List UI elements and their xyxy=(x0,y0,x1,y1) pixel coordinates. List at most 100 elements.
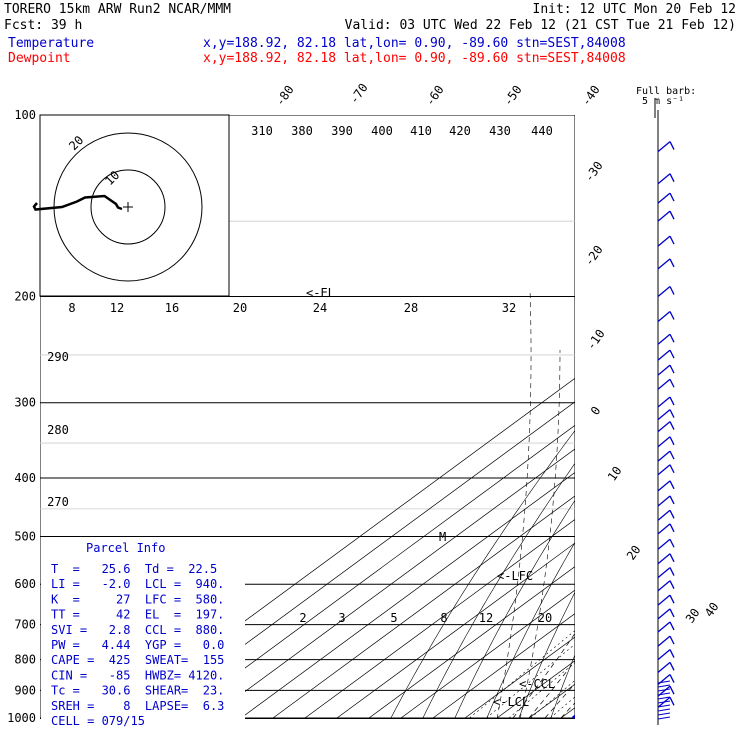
parcel-title: Parcel Info xyxy=(86,541,165,555)
pressure-tick-label: 500 xyxy=(14,529,36,543)
wind-barb-flag xyxy=(669,685,675,695)
wind-barb-flag xyxy=(669,409,675,418)
header-valid-time: Valid: 03 UTC Wed 22 Feb 12 (21 CST Tue … xyxy=(345,18,736,33)
dry-adiabat-line xyxy=(422,462,575,719)
wind-barb-staff xyxy=(657,621,671,633)
mixing-ratio-line xyxy=(508,662,575,719)
wind-barb-staff xyxy=(657,594,671,606)
wind-barb-staff xyxy=(657,173,671,185)
isotherm-line xyxy=(368,566,575,719)
isotherm-label: 10 xyxy=(605,464,625,484)
wind-barb xyxy=(657,580,675,592)
wind-barb xyxy=(657,235,675,247)
wind-barb-flag xyxy=(669,621,675,631)
wind-barb xyxy=(657,495,675,507)
wind-barb xyxy=(657,464,675,476)
upper-axis-label: 16 xyxy=(165,301,179,315)
isotherm-label: 40 xyxy=(702,600,722,620)
wind-barb xyxy=(657,649,675,661)
ccl-marker-label: <-CCL xyxy=(519,677,555,691)
parcel-info-line: CIN = -85 HWBZ= 4120. xyxy=(51,668,224,682)
wind-barb-staff xyxy=(657,286,671,298)
wind-barb xyxy=(657,480,675,492)
moist-adiabat-line xyxy=(544,682,575,719)
parcel-info-line: CELL = 079/15 xyxy=(51,714,145,728)
parcel-info-line: PW = 4.44 YGP = 0.0 xyxy=(51,638,224,652)
isotherm-label: -10 xyxy=(584,327,608,353)
wind-barb-surface xyxy=(657,688,671,692)
isotherm-line xyxy=(560,707,575,719)
isotherm-label: 0 xyxy=(588,404,604,418)
wind-barb xyxy=(657,635,675,647)
wind-barb-flag xyxy=(669,580,675,589)
wind-barb xyxy=(657,349,675,361)
isotherm-line xyxy=(464,636,575,719)
wind-barb xyxy=(657,661,675,673)
wind-barb-staff xyxy=(657,635,671,647)
wind-barb xyxy=(657,509,675,521)
wind-barb-flag xyxy=(669,436,675,446)
upper-axis-label: 24 xyxy=(313,301,327,315)
wind-barb xyxy=(657,173,675,185)
mixing-ratio-label: 5 xyxy=(390,611,397,625)
reference-curve xyxy=(496,289,532,719)
isotherm-line xyxy=(304,519,575,719)
moist-adiabat-line xyxy=(512,632,575,719)
isotherm-line xyxy=(208,448,575,719)
m-marker-label: M xyxy=(439,530,446,544)
isotherm-line xyxy=(112,377,575,719)
wind-barb xyxy=(657,523,675,535)
wind-barb xyxy=(657,192,675,204)
wind-barb-flag xyxy=(669,421,675,430)
theta-label: 410 xyxy=(410,124,432,138)
wind-barb-staff xyxy=(657,141,671,153)
isotherm-label: 20 xyxy=(624,543,644,563)
moist-adiabat-line xyxy=(560,702,575,719)
wind-barb-surface xyxy=(657,704,671,708)
wind-barb xyxy=(657,608,675,620)
wind-barb-surface xyxy=(657,712,671,716)
wind-barb-staff xyxy=(657,553,671,565)
wind-barb-flag xyxy=(669,333,675,343)
wind-barb-surface xyxy=(657,696,671,700)
wind-barb-staff xyxy=(657,310,671,322)
dry-adiabat-line xyxy=(486,541,575,719)
wind-barb xyxy=(657,396,675,408)
parcel-info-line: SVI = 2.8 CCL = 880. xyxy=(51,623,224,637)
wind-barb-flag xyxy=(669,697,675,706)
theta-label: 420 xyxy=(449,124,471,138)
upper-axis-label: 20 xyxy=(233,301,247,315)
wind-barb-flag xyxy=(669,608,675,618)
legend-temperature-label: Temperature xyxy=(8,36,94,51)
theta-label: 440 xyxy=(531,124,553,138)
wind-barb-surface xyxy=(657,716,671,720)
wind-barb-flag xyxy=(669,173,675,182)
parcel-info-line: LI = -2.0 LCL = 940. xyxy=(51,577,224,591)
upper-axis-label: 28 xyxy=(404,301,418,315)
mixing-ratio-line xyxy=(486,643,575,719)
wind-barb-staff xyxy=(657,378,671,390)
pressure-tick-label: 300 xyxy=(14,396,36,410)
mixing-ratio-line xyxy=(469,630,575,719)
isotherm-line xyxy=(240,471,575,719)
parcel-info-line: T = 25.6 Td = 22.5 xyxy=(51,562,217,576)
wind-barb xyxy=(657,378,675,390)
wind-barbs xyxy=(657,110,675,725)
dry-adiabat-line xyxy=(390,430,575,719)
wind-barb xyxy=(657,436,675,448)
isotherm-label: -80 xyxy=(273,83,297,109)
wind-barb-staff xyxy=(657,364,671,376)
isotherm-label: -60 xyxy=(423,83,447,109)
wind-barb xyxy=(657,553,675,565)
dry-adiabat-line xyxy=(615,115,740,718)
wind-barb-flag xyxy=(669,235,675,245)
wind-barb-flag xyxy=(669,495,675,505)
wind-barb-flag xyxy=(669,464,675,474)
isotherm-line xyxy=(432,613,575,719)
wind-barb-flag xyxy=(669,258,675,268)
legend-dewpoint-info: x,y=188.92, 82.18 lat,lon= 0.90, -89.60 … xyxy=(203,51,626,66)
wind-barb-flag xyxy=(669,480,675,490)
wind-barb-flag xyxy=(669,662,675,671)
parcel-info-line: K = 27 LFC = 580. xyxy=(51,592,224,606)
moist-adiabat-line xyxy=(593,297,740,719)
